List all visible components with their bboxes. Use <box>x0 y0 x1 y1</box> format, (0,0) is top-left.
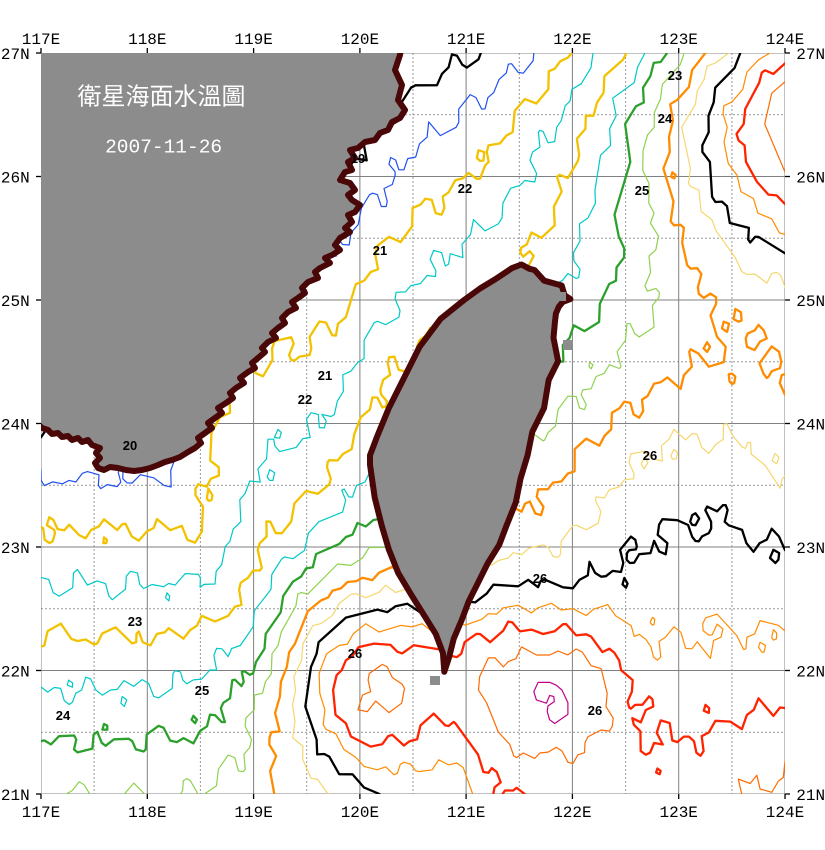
svg-text:23: 23 <box>128 614 142 629</box>
svg-text:21: 21 <box>373 243 387 258</box>
svg-text:2007-11-26: 2007-11-26 <box>105 137 222 159</box>
svg-text:123E: 123E <box>659 804 697 822</box>
svg-text:22N: 22N <box>796 664 825 682</box>
svg-text:24: 24 <box>56 708 71 723</box>
svg-text:22: 22 <box>458 181 472 196</box>
svg-text:27N: 27N <box>1 46 30 64</box>
svg-text:23N: 23N <box>1 540 30 558</box>
svg-text:119E: 119E <box>234 804 272 822</box>
svg-text:25N: 25N <box>796 293 825 311</box>
svg-text:20: 20 <box>123 438 137 453</box>
svg-text:27N: 27N <box>796 46 825 64</box>
svg-text:120E: 120E <box>341 804 379 822</box>
svg-text:26N: 26N <box>796 170 825 188</box>
svg-text:24N: 24N <box>796 417 825 435</box>
svg-text:19: 19 <box>351 151 365 166</box>
svg-text:23N: 23N <box>796 540 825 558</box>
svg-text:121E: 121E <box>447 804 485 822</box>
svg-text:24: 24 <box>658 111 673 126</box>
svg-text:22: 22 <box>298 392 312 407</box>
svg-text:122E: 122E <box>553 31 591 49</box>
svg-text:24N: 24N <box>1 417 30 435</box>
svg-text:26N: 26N <box>1 170 30 188</box>
svg-text:119E: 119E <box>234 31 272 49</box>
svg-text:25: 25 <box>635 183 649 198</box>
svg-text:120E: 120E <box>341 31 379 49</box>
svg-text:26: 26 <box>588 703 602 718</box>
svg-text:26: 26 <box>643 448 657 463</box>
svg-text:21N: 21N <box>796 787 825 805</box>
svg-text:121E: 121E <box>447 31 485 49</box>
svg-text:122E: 122E <box>553 804 591 822</box>
svg-text:22N: 22N <box>1 664 30 682</box>
svg-text:118E: 118E <box>128 31 166 49</box>
svg-text:123E: 123E <box>659 31 697 49</box>
svg-text:21: 21 <box>318 368 332 383</box>
svg-text:26: 26 <box>533 571 547 586</box>
svg-text:118E: 118E <box>128 804 166 822</box>
svg-text:124E: 124E <box>766 804 804 822</box>
svg-text:25: 25 <box>195 683 209 698</box>
svg-text:25N: 25N <box>1 293 30 311</box>
svg-text:21N: 21N <box>1 787 30 805</box>
svg-text:23: 23 <box>668 68 682 83</box>
svg-text:衛星海面水溫圖: 衛星海面水溫圖 <box>78 83 246 110</box>
svg-text:117E: 117E <box>22 804 60 822</box>
svg-text:26: 26 <box>348 646 362 661</box>
